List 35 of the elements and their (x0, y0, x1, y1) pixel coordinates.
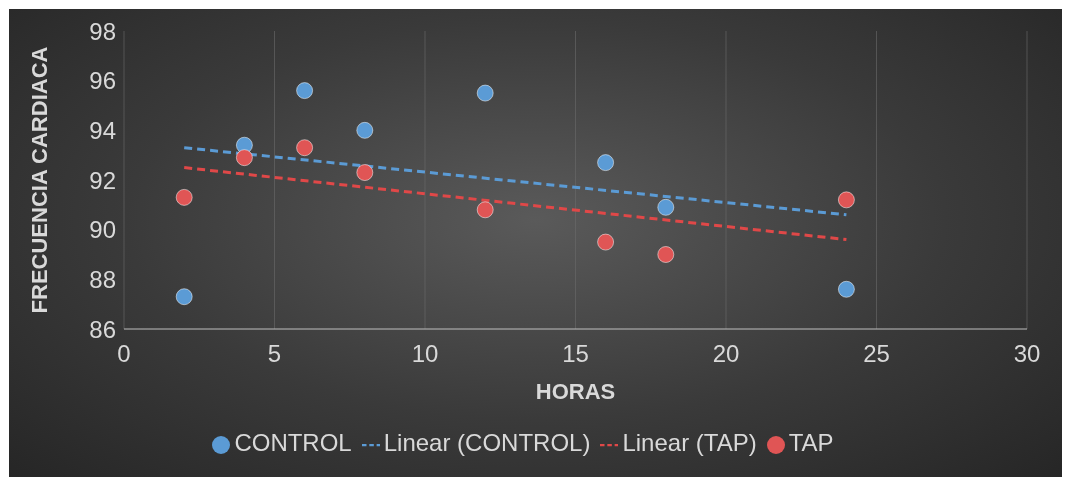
x-tick-label: 15 (562, 340, 589, 368)
point (296, 139, 314, 157)
point (657, 198, 675, 216)
x-axis-title: HORAS (535, 379, 616, 404)
x-tick-label: 30 (1013, 340, 1041, 368)
legend-label: Linear (TAP) (622, 429, 757, 456)
x-tick-label: 10 (411, 340, 439, 368)
point (356, 164, 374, 182)
legend-label: Linear (CONTROL) (383, 429, 591, 456)
point (837, 280, 855, 298)
point (597, 233, 615, 251)
x-tick-label: 20 (712, 340, 740, 368)
x-tick-label: 0 (117, 340, 131, 368)
point (356, 121, 374, 139)
y-axis-title: FRECUENCIA CARDIACA (26, 46, 52, 314)
y-tick-label: 90 (89, 216, 116, 244)
x-tick-label: 5 (267, 340, 282, 368)
point (657, 246, 675, 263)
legend-label: CONTROL (234, 429, 352, 456)
y-tick-label: 96 (89, 67, 116, 95)
legend-label: TAP (788, 429, 834, 456)
point (296, 82, 314, 100)
point (235, 149, 253, 167)
y-tick-label: 92 (89, 166, 116, 194)
y-tick-label: 86 (89, 315, 116, 343)
y-tick-label: 94 (89, 116, 116, 144)
point (175, 288, 193, 306)
point (175, 188, 193, 206)
point (476, 201, 494, 219)
point (597, 154, 615, 172)
point (476, 84, 494, 102)
point (837, 191, 855, 209)
y-tick-label: 88 (89, 265, 116, 293)
x-tick-label: 25 (863, 340, 890, 368)
y-tick-label: 98 (89, 17, 116, 45)
